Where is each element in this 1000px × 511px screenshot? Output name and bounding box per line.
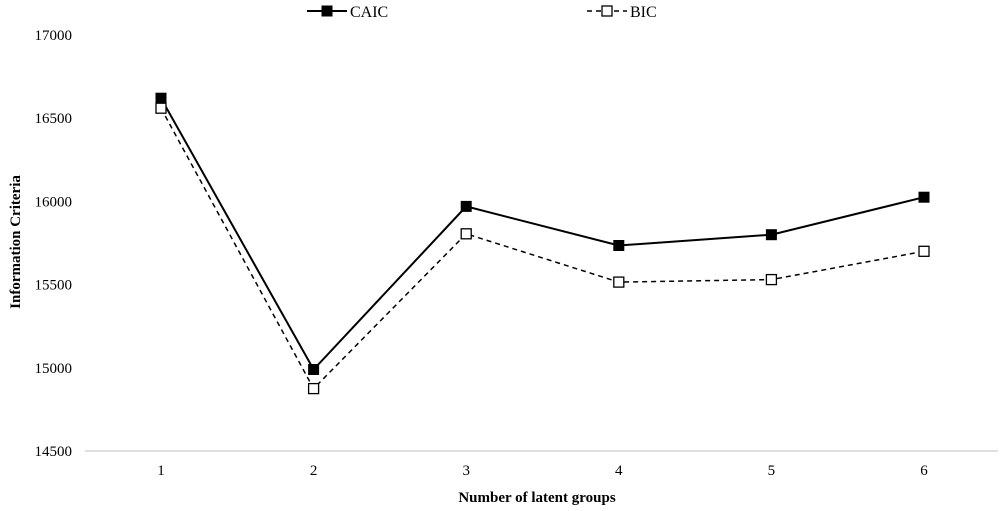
y-tick-label: 16500 — [35, 111, 73, 127]
x-tick-label: 2 — [310, 463, 318, 479]
data-point-caic — [460, 200, 472, 212]
legend-label-caic: CAIC — [350, 4, 388, 21]
data-point-bic — [918, 245, 930, 257]
series-bic — [155, 102, 930, 395]
data-point-bic — [307, 382, 320, 395]
legend-marker-caic — [321, 5, 333, 17]
data-point-bic — [460, 228, 472, 240]
legend-marker-bic — [601, 5, 613, 17]
legend-label-bic: BIC — [630, 4, 657, 21]
x-tick-label: 6 — [920, 463, 928, 479]
series-line-bic — [160, 107, 925, 390]
legend: CAIC BIC — [307, 4, 657, 21]
legend-item-caic: CAIC — [307, 4, 388, 21]
series-layer — [155, 92, 930, 395]
x-axis-title: Number of latent groups — [458, 490, 616, 506]
x-tick-label: 5 — [768, 463, 776, 479]
x-tick-label: 1 — [157, 463, 165, 479]
x-axis-ticks: 1 2 3 4 5 6 — [157, 463, 928, 479]
data-point-caic — [308, 364, 320, 375]
legend-item-bic: BIC — [587, 4, 657, 21]
y-axis-title: Information Criteria — [8, 175, 24, 309]
series-line-caic — [160, 97, 925, 372]
y-tick-label: 15500 — [35, 278, 73, 294]
y-tick-label: 15000 — [35, 361, 73, 377]
y-tick-label: 17000 — [35, 28, 73, 44]
data-point-bic — [765, 273, 778, 286]
x-tick-label: 4 — [615, 463, 623, 479]
data-point-caic — [918, 191, 930, 203]
data-point-bic — [155, 102, 167, 114]
data-point-bic — [613, 276, 625, 288]
y-axis-ticks: 14500 15000 15500 16000 16500 17000 — [35, 28, 73, 460]
series-caic — [155, 92, 930, 375]
y-tick-label: 14500 — [35, 444, 73, 460]
data-point-caic — [765, 229, 777, 241]
x-tick-label: 3 — [462, 463, 470, 479]
data-point-caic — [155, 92, 167, 104]
data-point-caic — [613, 240, 625, 251]
y-tick-label: 16000 — [35, 194, 73, 210]
